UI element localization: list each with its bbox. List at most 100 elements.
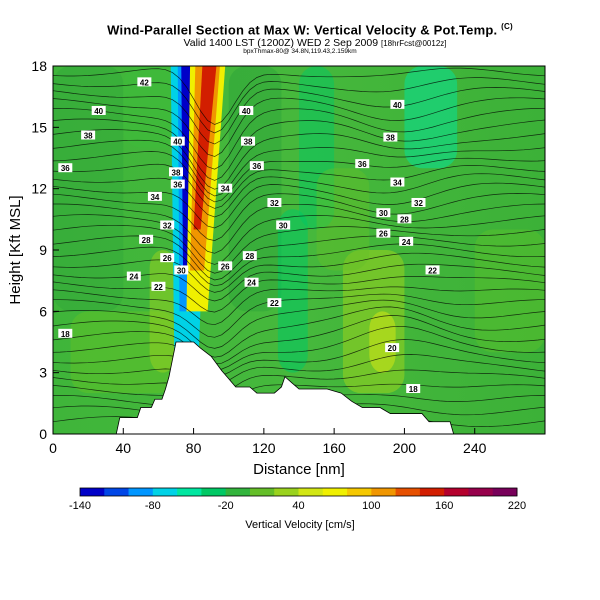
isentrope-label-bg (91, 105, 106, 115)
isentrope-label-bg (174, 265, 189, 275)
colorbar-swatch (201, 488, 227, 496)
isentrope-line (53, 315, 545, 365)
isentrope-label-text: 24 (247, 279, 256, 288)
isentrope-label-text: 28 (142, 236, 151, 245)
field-region (369, 311, 396, 373)
isentrope-label-text: 38 (84, 132, 93, 141)
isentrope-line (53, 193, 545, 241)
colorbar-tick-label: 220 (508, 500, 526, 512)
isentrope-label-bg (242, 251, 257, 261)
x-tick-label: 120 (252, 440, 276, 456)
colorbar-swatch (104, 488, 130, 496)
colorbar-swatch (347, 488, 372, 496)
isentrope-line (53, 67, 545, 125)
isentrope-label: 26 (218, 261, 233, 271)
isentrope-label-text: 30 (279, 221, 288, 230)
isentrope-label-text: 36 (358, 160, 367, 169)
colorbar-swatch (274, 488, 299, 496)
isentrope-label: 22 (151, 281, 166, 292)
isentrope-label-bg (411, 197, 426, 207)
terrain (53, 341, 545, 434)
x-tick-label: 200 (393, 440, 417, 456)
isentrope-line (53, 107, 545, 170)
y-tick-label: 9 (39, 242, 47, 258)
isentrope-label: 40 (91, 105, 106, 116)
colorbar-swatch (492, 488, 518, 496)
colorbar-swatch (177, 488, 202, 496)
isentrope-label-text: 34 (393, 179, 402, 188)
isentrope-line (53, 325, 545, 371)
isentrope-line (53, 118, 545, 181)
isentrope-label: 28 (242, 251, 257, 261)
colorbar-frame (79, 487, 518, 497)
colorbar-swatch (298, 488, 324, 496)
isentrope-label-bg (376, 228, 391, 238)
isentrope-label-text: 26 (379, 230, 388, 239)
x-tick-label: 80 (186, 440, 202, 456)
y-tick-label: 0 (39, 426, 47, 442)
isentrope-label-bg (397, 214, 412, 224)
field-region (123, 66, 185, 148)
isentrope-line (53, 182, 545, 229)
isentrope-label-text: 24 (402, 238, 411, 247)
chart-subtitle: Valid 1400 LST (1200Z) WED 2 Sep 2009 [1… (183, 37, 447, 49)
isentrope-label-text: 22 (270, 299, 279, 308)
isentrope-label-bg (390, 99, 405, 109)
isentrope-label-bg (137, 77, 152, 87)
isentrope-label-bg (151, 281, 166, 291)
terrain-profile (53, 341, 545, 434)
isentrope-label-bg (355, 159, 370, 169)
isentrope-label-bg (249, 161, 264, 171)
field-region (474, 229, 545, 353)
isentrope-label-bg (399, 236, 414, 246)
isentrope-label: 30 (174, 265, 189, 275)
isentrope-label-bg (267, 197, 282, 207)
isentrope-label: 24 (244, 277, 259, 288)
isentrope-label-text: 42 (140, 78, 149, 87)
isentrope-label-text: 24 (129, 273, 138, 282)
isentrope-label-text: 32 (163, 221, 172, 230)
isentrope-label-bg (160, 220, 175, 230)
isentrope-line (53, 354, 545, 386)
isentrope-label-text: 36 (61, 164, 70, 173)
x-axis-label: Distance [nm] (253, 461, 345, 478)
colorbar-swatch (444, 488, 469, 496)
isentrope-label-text: 18 (409, 385, 418, 394)
isentrope-label-bg (241, 136, 256, 146)
colorbar-tick-label: -80 (145, 500, 161, 512)
colorbar-swatch (128, 488, 154, 496)
isentrope-label-text: 32 (414, 199, 423, 208)
isentrope-label-bg (390, 177, 405, 187)
isentrope-label-text: 38 (244, 138, 253, 147)
field-region (149, 250, 176, 373)
colorbar-tick-label: -20 (218, 500, 234, 512)
isentrope-label: 34 (390, 177, 405, 188)
isentrope-label-bg (425, 265, 440, 275)
isentrope-line (53, 151, 545, 203)
colorbar-tick-label: -140 (69, 500, 91, 512)
x-axis: 0 40 80 120 160 200 240 (49, 428, 487, 456)
colorbar-tick-label: 100 (362, 500, 380, 512)
isentrope-label: 28 (397, 214, 412, 224)
isentrope-label-text: 40 (242, 107, 251, 116)
isentrope-label-text: 40 (173, 138, 182, 147)
y-axis-label: Height [Kft MSL] (7, 195, 24, 304)
isentrope-label-bg (169, 167, 183, 177)
y-tick-label: 6 (39, 303, 47, 319)
isentrope-label-bg (276, 220, 291, 230)
field-region (277, 209, 308, 373)
isentrope-label: 24 (399, 236, 414, 247)
colorbar-label: Vertical Velocity [cm/s] (245, 519, 354, 531)
isentrope-label: 36 (58, 163, 73, 173)
y-tick-label: 18 (31, 58, 47, 74)
x-tick-label: 160 (322, 440, 346, 456)
isentrope-label-text: 30 (379, 209, 388, 218)
x-tick-label: 40 (115, 440, 131, 456)
isentrope-label-bg (58, 163, 73, 173)
isentrope-line (53, 235, 545, 281)
isentrope-label-bg (218, 261, 233, 271)
isentrope-label-bg (170, 136, 185, 146)
isentrope-label-bg (385, 343, 400, 353)
isentrope-label-text: 38 (172, 168, 181, 177)
isentrope-label: 26 (160, 253, 175, 263)
